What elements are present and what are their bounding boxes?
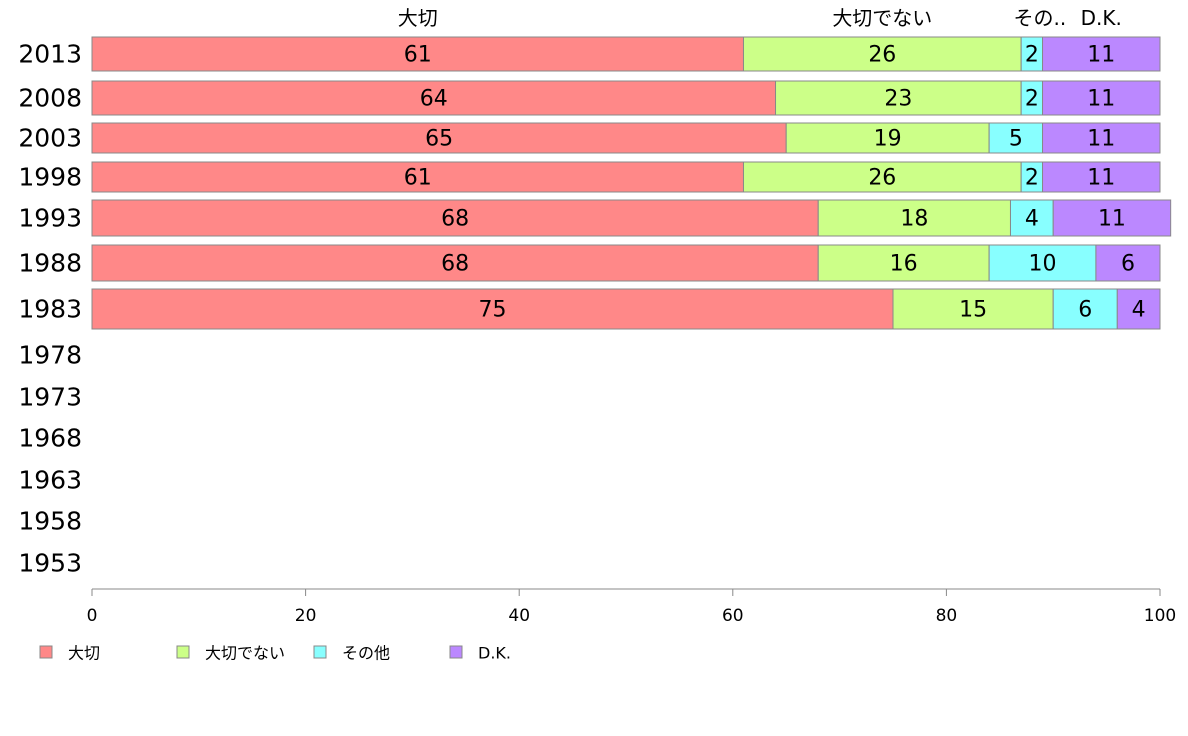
legend: 大切 大切でない その他 D.K. <box>39 644 511 663</box>
bar-value-label: 26 <box>868 166 896 191</box>
bar-value-label: 61 <box>404 166 432 191</box>
bar-value-label: 61 <box>404 43 432 68</box>
x-tick-label: 20 <box>295 606 317 626</box>
x-axis: 0 20 40 60 80 100 <box>87 588 1176 626</box>
bar-segment <box>91 288 894 330</box>
bar-value-label: 26 <box>868 43 896 68</box>
bar-segment <box>1042 80 1161 116</box>
year-label: 2013 <box>18 40 82 69</box>
bar-value-label: 5 <box>1009 127 1023 152</box>
x-tick-label: 0 <box>87 606 98 626</box>
bar-value-label: 65 <box>425 127 453 152</box>
year-label: 1998 <box>18 163 82 192</box>
top-series-label: D.K. <box>1081 6 1122 30</box>
year-label: 1973 <box>18 383 82 412</box>
bar-segment <box>742 161 1022 193</box>
bar-segment <box>817 244 990 282</box>
bar-value-label: 11 <box>1087 43 1115 68</box>
year-label: 1953 <box>18 549 82 578</box>
bar-value-label: 11 <box>1098 207 1126 232</box>
bar-value-label: 68 <box>441 207 469 232</box>
x-tick-label: 40 <box>508 606 530 626</box>
bar-value-label: 68 <box>441 252 469 277</box>
year-label: 1988 <box>18 249 82 278</box>
legend-label: 大切 <box>68 644 100 663</box>
bar-value-label: 4 <box>1132 298 1146 323</box>
bar-segment <box>785 122 990 154</box>
bar-value-label: 6 <box>1121 252 1135 277</box>
top-series-labels: 大切 大切でない その.. D.K. <box>398 6 1122 30</box>
bar-segment <box>1052 288 1118 330</box>
bar-segment <box>1095 244 1161 282</box>
bar-value-label: 10 <box>1029 252 1057 277</box>
bar-value-label: 18 <box>900 207 928 232</box>
legend-swatch <box>176 645 190 659</box>
bar-segment <box>742 36 1022 72</box>
bar-value-label: 15 <box>959 298 987 323</box>
bar-segment <box>91 122 787 154</box>
bar-value-label: 4 <box>1025 207 1039 232</box>
bar-segment <box>91 36 744 72</box>
year-axis-labels: 2013 2008 2003 1998 1993 1988 1983 1978 1973 1968… <box>18 40 82 578</box>
year-label: 1958 <box>18 507 82 536</box>
bar-segment <box>775 80 1022 116</box>
bar-value-label: 16 <box>890 252 918 277</box>
bar-segment <box>91 161 744 193</box>
legend-swatch <box>313 645 327 659</box>
x-tick-label: 80 <box>936 606 958 626</box>
bar-value-label: 2 <box>1025 166 1039 191</box>
year-label: 1978 <box>18 341 82 370</box>
bar-value-label: 23 <box>884 87 912 112</box>
year-label: 2008 <box>18 84 82 113</box>
bar-value-label: 11 <box>1087 87 1115 112</box>
bar-segment <box>91 244 819 282</box>
top-series-label: 大切 <box>398 6 438 30</box>
bar-value-label: 2 <box>1025 43 1039 68</box>
top-series-label: その.. <box>1013 6 1066 30</box>
bar-value-label: 64 <box>420 87 448 112</box>
bar-value-label: 19 <box>874 127 902 152</box>
bar-segment <box>1042 122 1161 154</box>
year-label: 1968 <box>18 424 82 453</box>
year-label: 2003 <box>18 124 82 153</box>
bar-value-label: 11 <box>1087 127 1115 152</box>
bar-segment <box>1042 36 1161 72</box>
bar-segment <box>1009 199 1054 237</box>
bar-segment <box>892 288 1054 330</box>
bar-value-label: 6 <box>1078 298 1092 323</box>
legend-swatch <box>39 645 53 659</box>
legend-label: 大切でない <box>205 644 285 663</box>
bar-segment <box>817 199 1011 237</box>
bar-segment <box>1052 199 1172 237</box>
bar-value-label: 75 <box>479 298 507 323</box>
bar-segment <box>1116 288 1161 330</box>
x-tick-label: 100 <box>1144 606 1176 626</box>
bar-segment <box>1042 161 1161 193</box>
bar-value-label: 11 <box>1087 166 1115 191</box>
bar-segment <box>91 199 819 237</box>
legend-swatch <box>449 645 463 659</box>
bar-value-label: 2 <box>1025 87 1039 112</box>
year-label: 1993 <box>18 204 82 233</box>
x-tick-label: 60 <box>722 606 744 626</box>
year-label: 1963 <box>18 466 82 495</box>
legend-label: D.K. <box>478 644 511 663</box>
year-label: 1983 <box>18 295 82 324</box>
bar-segment <box>91 80 777 116</box>
bar-segment <box>988 122 1044 154</box>
top-series-label: 大切でない <box>832 6 932 30</box>
legend-label: その他 <box>342 644 390 663</box>
